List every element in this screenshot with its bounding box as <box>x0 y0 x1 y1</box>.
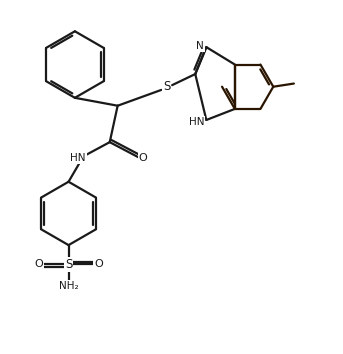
Text: HN: HN <box>70 153 86 163</box>
Text: HN: HN <box>189 116 204 127</box>
Text: O: O <box>94 259 103 269</box>
Text: S: S <box>65 258 72 270</box>
Text: O: O <box>34 259 43 269</box>
Text: O: O <box>139 153 147 163</box>
Text: S: S <box>163 80 170 93</box>
Text: N: N <box>197 41 204 51</box>
Text: NH₂: NH₂ <box>59 281 78 291</box>
